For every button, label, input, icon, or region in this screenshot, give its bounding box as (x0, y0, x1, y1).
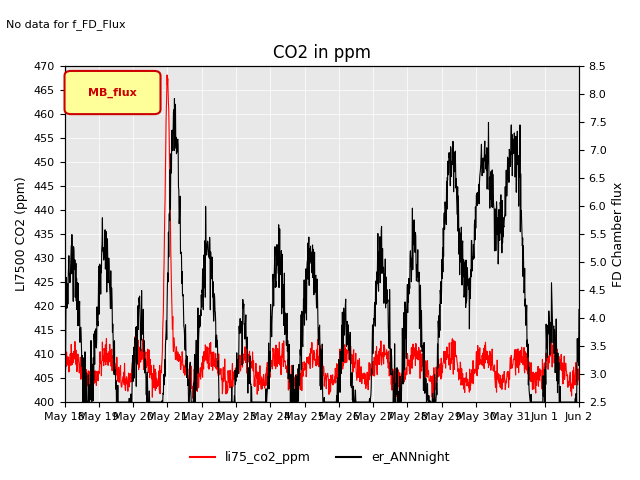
Y-axis label: FD Chamber flux: FD Chamber flux (612, 181, 625, 287)
Legend: li75_co2_ppm, er_ANNnight: li75_co2_ppm, er_ANNnight (186, 446, 454, 469)
Text: MB_flux: MB_flux (88, 87, 137, 97)
Title: CO2 in ppm: CO2 in ppm (273, 44, 371, 62)
Y-axis label: LI7500 CO2 (ppm): LI7500 CO2 (ppm) (15, 177, 28, 291)
Text: No data for f_FD_Flux: No data for f_FD_Flux (6, 19, 126, 30)
